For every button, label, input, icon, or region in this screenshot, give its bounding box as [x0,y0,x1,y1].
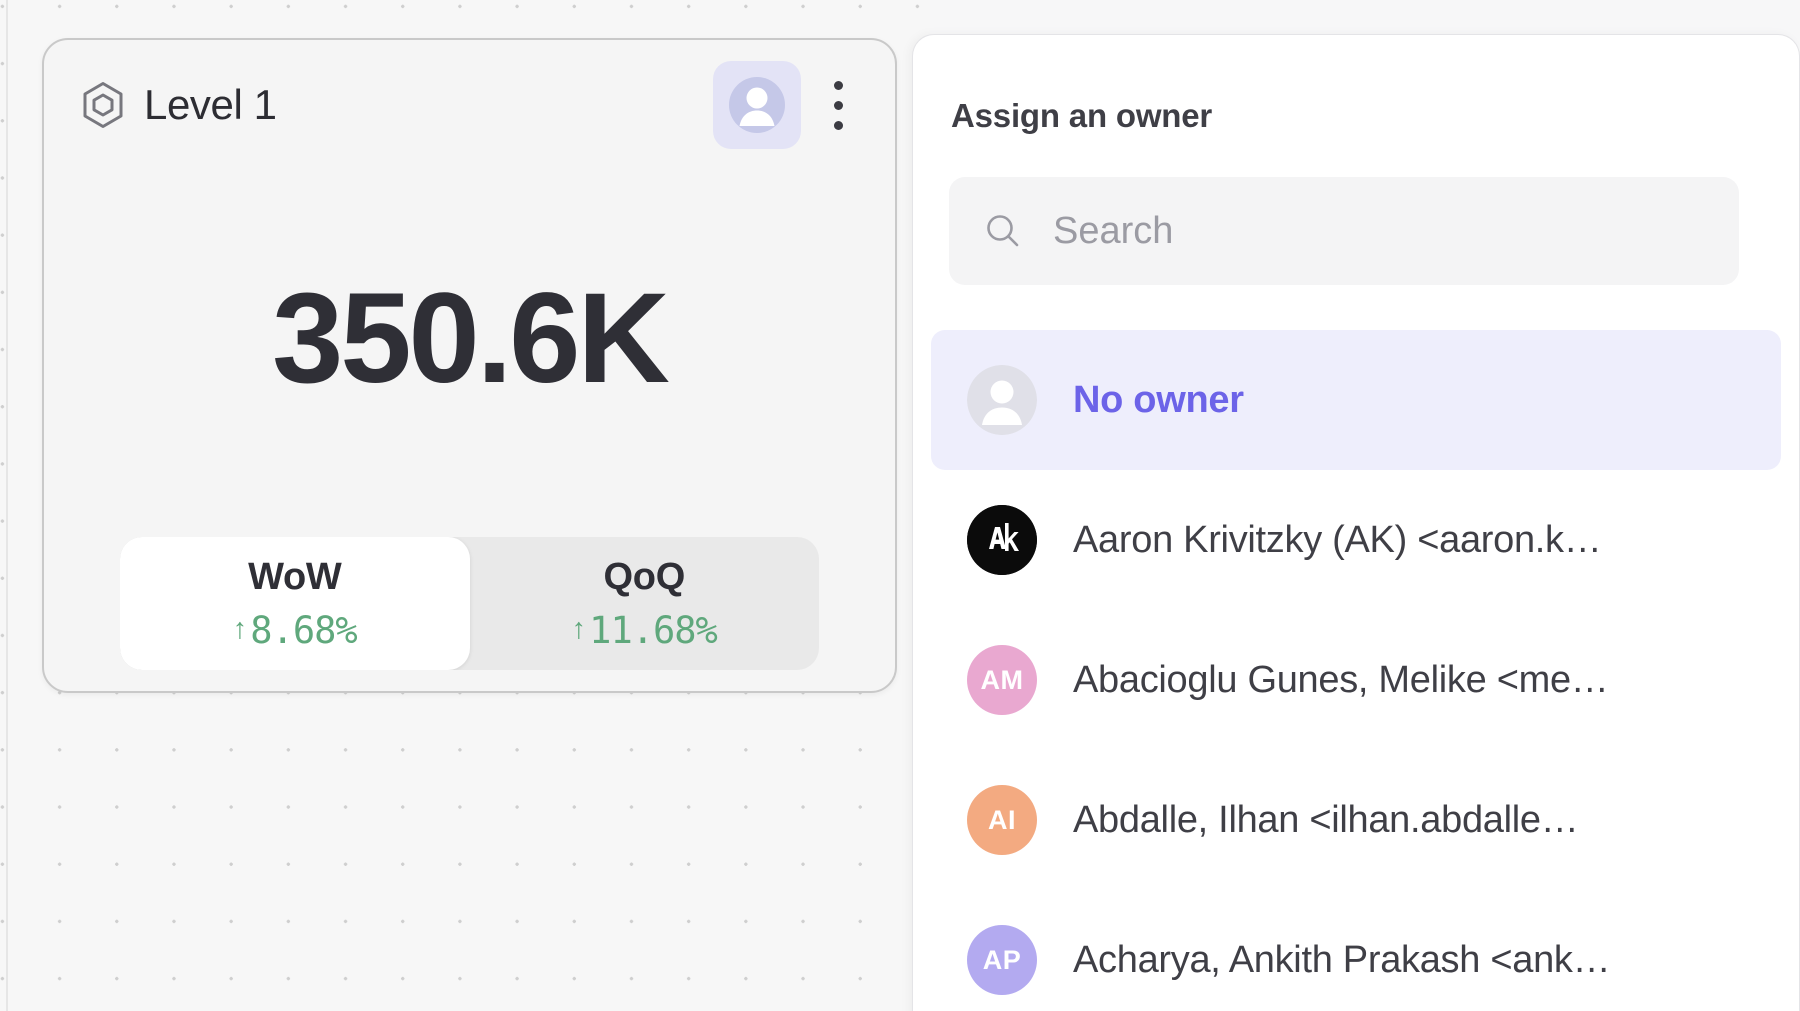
canvas-left-rule [6,0,8,1011]
segment-label-qoq: QoQ [603,555,686,598]
arrow-up-icon: ↑ [571,612,586,645]
avatar [967,505,1037,575]
list-item[interactable]: AI Abdalle, Ilhan <ilhan.abdalle… [931,750,1781,890]
user-avatar-icon[interactable] [713,61,801,149]
arrow-up-icon: ↑ [232,612,247,645]
avatar [967,365,1037,435]
segment-delta-qoq: ↑ 11.68% [571,608,718,652]
hexagon-nested-icon [80,80,126,130]
list-item-label: Aaron Krivitzky (AK) <aaron.k… [1073,518,1602,561]
list-item[interactable]: Aaron Krivitzky (AK) <aaron.k… [931,470,1781,610]
kebab-dot [833,100,843,110]
kpi-card[interactable]: Level 1 350.6K WoW ↑ 8.68% QoQ [42,38,897,693]
page-title: Level 1 [144,81,277,128]
panel-title: Assign an owner [951,97,1213,134]
list-item-label: Acharya, Ankith Prakash <ank… [1073,938,1611,981]
list-item-label: Abdalle, Ilhan <ilhan.abdalle… [1073,798,1579,841]
comparison-segment-wow[interactable]: WoW ↑ 8.68% [120,537,470,670]
list-item[interactable]: No owner [931,330,1781,470]
kpi-value: 350.6K [272,267,670,410]
owner-list: No owner Aaron Krivitzky (AK) <aaron.k… … [913,330,1799,1011]
avatar: AI [967,785,1037,855]
search-field[interactable] [949,177,1739,285]
kpi-card-header: Level 1 [44,40,895,170]
avatar: AM [967,645,1037,715]
list-item-label: Abacioglu Gunes, Melike <me… [1073,658,1609,701]
list-item[interactable]: AP Acharya, Ankith Prakash <ank… [931,890,1781,1011]
list-item-label: No owner [1073,378,1244,421]
avatar-initials: AI [988,804,1016,835]
search-icon [981,209,1025,253]
comparison-toggle[interactable]: WoW ↑ 8.68% QoQ ↑ 11.68% [120,537,819,670]
search-input[interactable] [1053,209,1673,253]
avatar-initials: AM [980,664,1024,695]
comparison-segment-qoq[interactable]: QoQ ↑ 11.68% [470,537,820,670]
segment-delta-wow: ↑ 8.68% [232,608,358,652]
segment-delta-value-qoq: 11.68% [589,608,718,652]
segment-delta-value-wow: 8.68% [250,608,357,652]
list-item[interactable]: AM Abacioglu Gunes, Melike <me… [931,610,1781,750]
avatar-initials: AP [982,944,1022,975]
kebab-dot [833,80,843,90]
kebab-dot [833,120,843,130]
more-vertical-icon[interactable] [807,61,869,149]
avatar: AP [967,925,1037,995]
assign-owner-panel: Assign an owner No owner [912,34,1800,1011]
segment-label-wow: WoW [248,555,342,598]
